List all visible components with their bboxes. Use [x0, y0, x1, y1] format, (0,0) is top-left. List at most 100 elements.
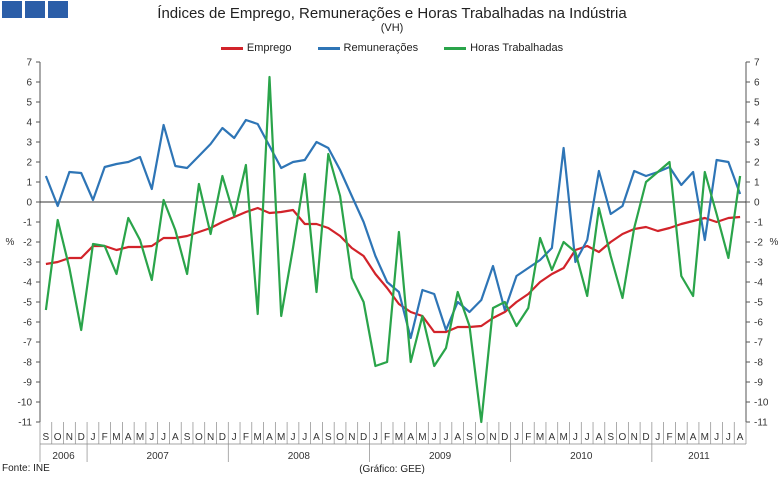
y-tick-label-left: -3	[23, 258, 32, 269]
x-month-label: D	[219, 432, 226, 443]
x-month-label: J	[573, 432, 578, 443]
y-tick-label-left: -7	[23, 338, 32, 349]
x-month-label: N	[348, 432, 355, 443]
y-tick-label-right: -11	[754, 418, 768, 429]
y-tick-label-left: 6	[26, 78, 32, 89]
chart-subtitle: (VH)	[380, 22, 404, 34]
y-tick-label-right: -1	[754, 218, 763, 229]
x-month-label: F	[666, 432, 672, 443]
x-month-label: J	[90, 432, 95, 443]
y-axis-label-left: %	[6, 237, 15, 248]
series-line-horas-trabalhadas	[44, 75, 742, 424]
legend-label-emprego: Emprego	[246, 42, 292, 54]
y-tick-label-left: -9	[23, 378, 32, 389]
x-year-label: 2009	[429, 451, 452, 462]
x-month-label: M	[112, 432, 120, 443]
x-year-label: 2007	[147, 451, 170, 462]
legend-swatch-emprego	[220, 46, 243, 50]
x-month-label: F	[243, 432, 249, 443]
x-month-label: J	[726, 432, 731, 443]
x-month-label: F	[102, 432, 108, 443]
logo-square	[25, 1, 45, 18]
x-year-label: 2006	[52, 451, 75, 462]
x-month-label: A	[172, 432, 179, 443]
x-month-label: O	[54, 432, 62, 443]
y-tick-label-left: -6	[23, 318, 32, 329]
y-tick-label-right: 4	[754, 118, 760, 129]
x-month-label: D	[501, 432, 508, 443]
y-tick-label-right: 1	[754, 178, 760, 189]
x-month-label: M	[536, 432, 544, 443]
x-month-label: F	[525, 432, 531, 443]
x-month-label: N	[207, 432, 214, 443]
ine-logo-squares-icon	[2, 1, 68, 18]
x-month-label: S	[607, 432, 614, 443]
x-month-label: F	[384, 432, 390, 443]
x-month-label: J	[302, 432, 307, 443]
x-month-label: J	[232, 432, 237, 443]
x-month-label: A	[125, 432, 132, 443]
logo-square	[48, 1, 68, 18]
y-tick-label-right: -10	[754, 398, 769, 409]
y-tick-label-left: -4	[23, 278, 32, 289]
y-tick-label-right: -4	[754, 278, 763, 289]
y-tick-label-left: -5	[23, 298, 32, 309]
legend-item-horas: Horas Trabalhadas	[444, 42, 563, 54]
x-month-label: A	[313, 432, 320, 443]
x-month-label: J	[714, 432, 719, 443]
x-month-label: O	[619, 432, 627, 443]
x-month-label: N	[631, 432, 638, 443]
source-note: Fonte: INE	[2, 463, 50, 474]
x-month-label: S	[43, 432, 50, 443]
x-month-label: M	[136, 432, 144, 443]
x-month-label: J	[655, 432, 660, 443]
x-month-label: A	[407, 432, 414, 443]
x-month-label: M	[395, 432, 403, 443]
y-tick-label-right: 7	[754, 58, 760, 69]
x-year-label: 2011	[688, 451, 710, 462]
y-tick-label-left: -10	[18, 398, 33, 409]
credit-note: (Gráfico: GEE)	[359, 464, 425, 475]
x-month-label: S	[466, 432, 473, 443]
y-tick-label-left: 3	[26, 138, 32, 149]
y-tick-label-left: 0	[26, 198, 32, 209]
x-month-label: D	[642, 432, 649, 443]
x-month-label: O	[195, 432, 203, 443]
x-year-label: 2008	[288, 451, 311, 462]
x-month-label: M	[677, 432, 685, 443]
y-tick-label-left: -2	[23, 238, 32, 249]
x-month-label: A	[737, 432, 744, 443]
legend-label-horas: Horas Trabalhadas	[470, 42, 564, 54]
x-month-label: D	[78, 432, 85, 443]
x-month-label: A	[266, 432, 273, 443]
x-month-label: J	[585, 432, 590, 443]
legend-item-remuneracoes: Remunerações	[317, 42, 418, 54]
x-month-label: A	[549, 432, 556, 443]
x-month-label: J	[514, 432, 519, 443]
y-tick-label-left: -1	[23, 218, 32, 229]
y-tick-label-right: -5	[754, 298, 763, 309]
x-month-label: S	[184, 432, 191, 443]
x-month-label: M	[254, 432, 262, 443]
y-tick-label-left: 4	[26, 118, 32, 129]
y-tick-label-left: -8	[23, 358, 32, 369]
x-month-label: J	[373, 432, 378, 443]
x-month-label: O	[336, 432, 344, 443]
y-tick-label-left: 1	[26, 178, 32, 189]
x-month-label: A	[690, 432, 697, 443]
chart-legend: Emprego Remunerações Horas Trabalhadas	[0, 42, 784, 54]
series-line-emprego	[45, 206, 741, 334]
x-month-label: N	[489, 432, 496, 443]
x-month-label: O	[477, 432, 485, 443]
y-tick-label-left: 5	[26, 98, 32, 109]
x-month-label: M	[701, 432, 709, 443]
legend-item-emprego: Emprego	[220, 42, 292, 54]
legend-swatch-horas	[444, 46, 467, 50]
x-month-label: D	[360, 432, 367, 443]
y-tick-label-right: 3	[754, 138, 760, 149]
chart-title: Índices de Emprego, Remunerações e Horas…	[157, 5, 627, 22]
x-month-label: J	[149, 432, 154, 443]
y-tick-label-right: -7	[754, 338, 763, 349]
y-tick-label-right: -8	[754, 358, 763, 369]
x-month-label: J	[290, 432, 295, 443]
